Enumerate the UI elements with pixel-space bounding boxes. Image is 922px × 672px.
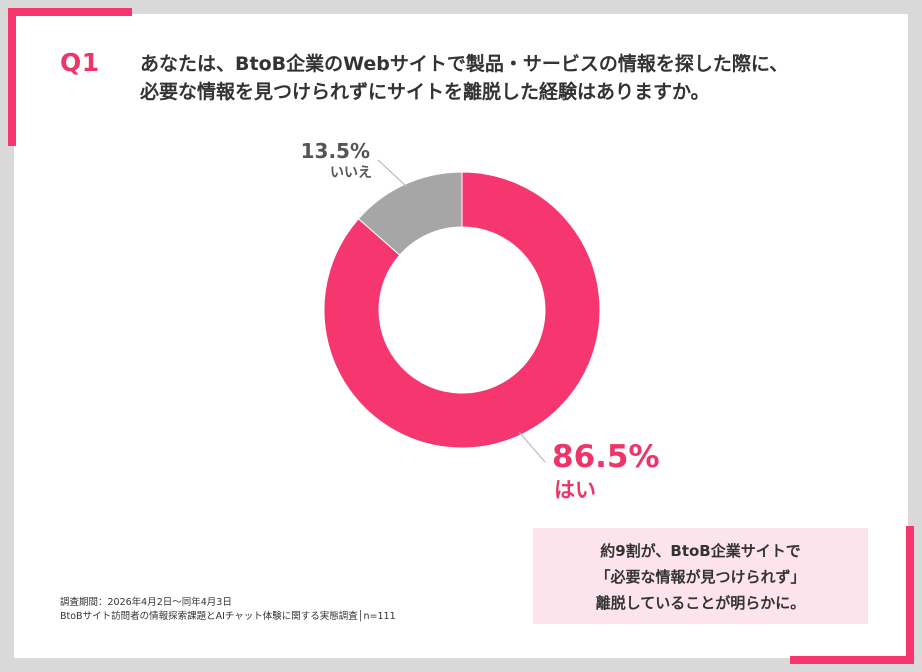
corner-accent-bottom-right-vertical: [906, 526, 914, 664]
leader-line-no: [377, 159, 407, 187]
survey-footnote: 調査期間：2026年4月2日〜同年4月3日 BtoBサイト訪問者の情報探索課題と…: [60, 596, 396, 624]
donut-slices: [323, 171, 601, 449]
data-label-no-name: いいえ: [330, 165, 372, 181]
footnote-period: 調査期間：2026年4月2日〜同年4月3日: [60, 597, 232, 608]
question-line-1: あなたは、BtoB企業のWebサイトで製品・サービスの情報を探した際に、: [140, 53, 789, 75]
question-text: あなたは、BtoB企業のWebサイトで製品・サービスの情報を探した際に、 必要な…: [140, 50, 880, 106]
corner-accent-top-left: [8, 8, 132, 16]
donut-slice-no: [357, 171, 463, 256]
data-label-no-percent: 13.5%: [301, 139, 370, 163]
summary-callout: 約9割が、BtoB企業サイトで 「必要な情報が見つけられず」 離脱していることが…: [533, 528, 868, 624]
corner-accent-bottom-right: [790, 656, 914, 664]
data-label-yes-percent: 86.5%: [552, 439, 660, 475]
question-number: Q1: [60, 48, 100, 77]
question-line-2: 必要な情報を見つけられずにサイトを離脱した経験はありますか。: [140, 81, 710, 103]
callout-line-1: 約9割が、BtoB企業サイトで: [600, 542, 801, 560]
footnote-survey: BtoBサイト訪問者の情報探索課題とAIチャット体験に関する実態調査│n=111: [60, 611, 396, 622]
corner-accent-top-left-vertical: [8, 8, 16, 146]
callout-line-2: 「必要な情報が見つけられず」: [595, 568, 806, 586]
data-label-yes-name: はい: [554, 478, 596, 502]
leader-line-yes: [518, 431, 546, 463]
callout-line-3: 離脱していることが明らかに。: [595, 594, 806, 612]
donut-slice-yes: [323, 171, 601, 449]
